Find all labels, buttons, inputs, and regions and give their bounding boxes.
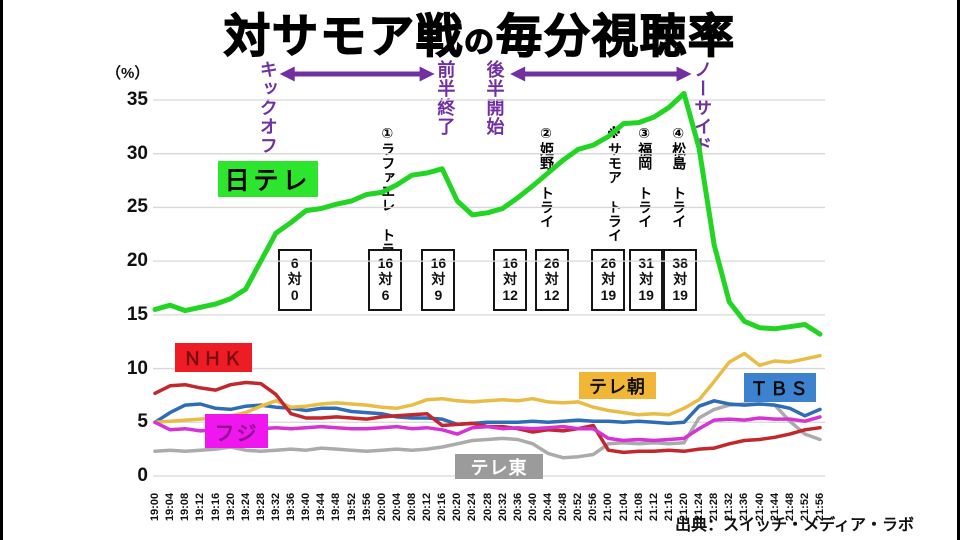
score-away: 12 <box>543 286 560 303</box>
y-tick-20: 20 <box>126 250 148 272</box>
score-away: 9 <box>434 286 443 303</box>
y-tick-35: 35 <box>126 88 148 110</box>
score-home: 26 <box>600 255 617 272</box>
channel-label-テレ東: テレ東 <box>455 454 543 479</box>
phase-arrow-1 <box>279 66 435 82</box>
score-away: 12 <box>502 286 518 303</box>
score-vs: 対 <box>639 271 654 288</box>
channel-label-日テレ: 日テレ <box>218 161 318 197</box>
channel-label-フジ: フジ <box>205 414 268 448</box>
score-home: 16 <box>377 255 394 272</box>
title-particle: の <box>463 25 496 60</box>
score-away: 6 <box>381 286 390 303</box>
score-home: 26 <box>543 255 560 272</box>
page-title: 対サモア戦の毎分視聴率 <box>223 0 736 66</box>
score-vs: 対 <box>378 271 393 288</box>
try-annotation-5: ④松島 トライ <box>671 126 688 228</box>
score-box-2: 16 対 6 <box>368 249 403 311</box>
score-home: 16 <box>502 255 518 272</box>
score-vs: 対 <box>673 271 688 288</box>
score-home: 31 <box>638 255 654 272</box>
score-box-8: 38 対 19 <box>663 249 698 311</box>
y-tick-15: 15 <box>126 303 148 325</box>
score-home: 38 <box>672 255 688 272</box>
phase-arrow-2 <box>510 66 692 82</box>
score-box-5: 26 対 12 <box>534 249 569 311</box>
letterbox-right <box>957 0 960 540</box>
try-annotation-3: ※サモア トライ <box>606 126 623 242</box>
source-credit: 出典：スイッチ・メディア・ラボ <box>675 517 914 534</box>
y-tick-10: 10 <box>126 357 148 379</box>
score-home: 16 <box>430 255 447 272</box>
title-main-left: 対サモア戦 <box>223 9 464 63</box>
y-tick-0: 0 <box>137 465 148 486</box>
series-line-テレ朝 <box>153 351 822 425</box>
series-line-日テレ <box>152 91 823 337</box>
try-annotation-1: ①ラファエレ トライ <box>380 126 397 270</box>
phase-label-2: 前半終了 <box>435 60 456 136</box>
letterbox-left <box>0 0 3 540</box>
phase-label-4: ノーサイド <box>692 60 713 155</box>
y-tick-5: 5 <box>137 411 148 433</box>
score-vs: 対 <box>544 271 559 288</box>
channel-label-ＴＢＳ: ＴＢＳ <box>744 373 816 402</box>
score-vs: 対 <box>431 271 446 288</box>
score-away: 0 <box>290 286 299 303</box>
score-away: 19 <box>600 286 617 303</box>
score-away: 19 <box>672 286 688 303</box>
title-main-right: 毎分視聴率 <box>495 9 736 63</box>
phase-label-1: キックオフ <box>257 60 278 155</box>
channel-label-テレ朝: テレ朝 <box>579 372 656 399</box>
score-box-7: 31 対 19 <box>629 249 664 311</box>
score-box-4: 16 対 12 <box>493 249 528 311</box>
score-home: 6 <box>290 255 299 272</box>
score-box-6: 26 対 19 <box>591 249 626 311</box>
phase-label-3: 後半開始 <box>484 60 505 136</box>
y-tick-30: 30 <box>126 142 148 164</box>
score-away: 19 <box>638 286 654 303</box>
channel-label-ＮＨＫ: ＮＨＫ <box>175 343 252 372</box>
score-vs: 対 <box>503 271 518 288</box>
score-box-3: 16 対 9 <box>421 249 456 311</box>
try-annotation-4: ③福岡 トライ <box>637 126 654 228</box>
series-line-テレ東 <box>153 402 822 460</box>
y-tick-25: 25 <box>126 196 148 218</box>
score-vs: 対 <box>601 271 616 288</box>
score-vs: 対 <box>287 271 302 288</box>
y-axis-unit: （%） <box>106 65 150 82</box>
